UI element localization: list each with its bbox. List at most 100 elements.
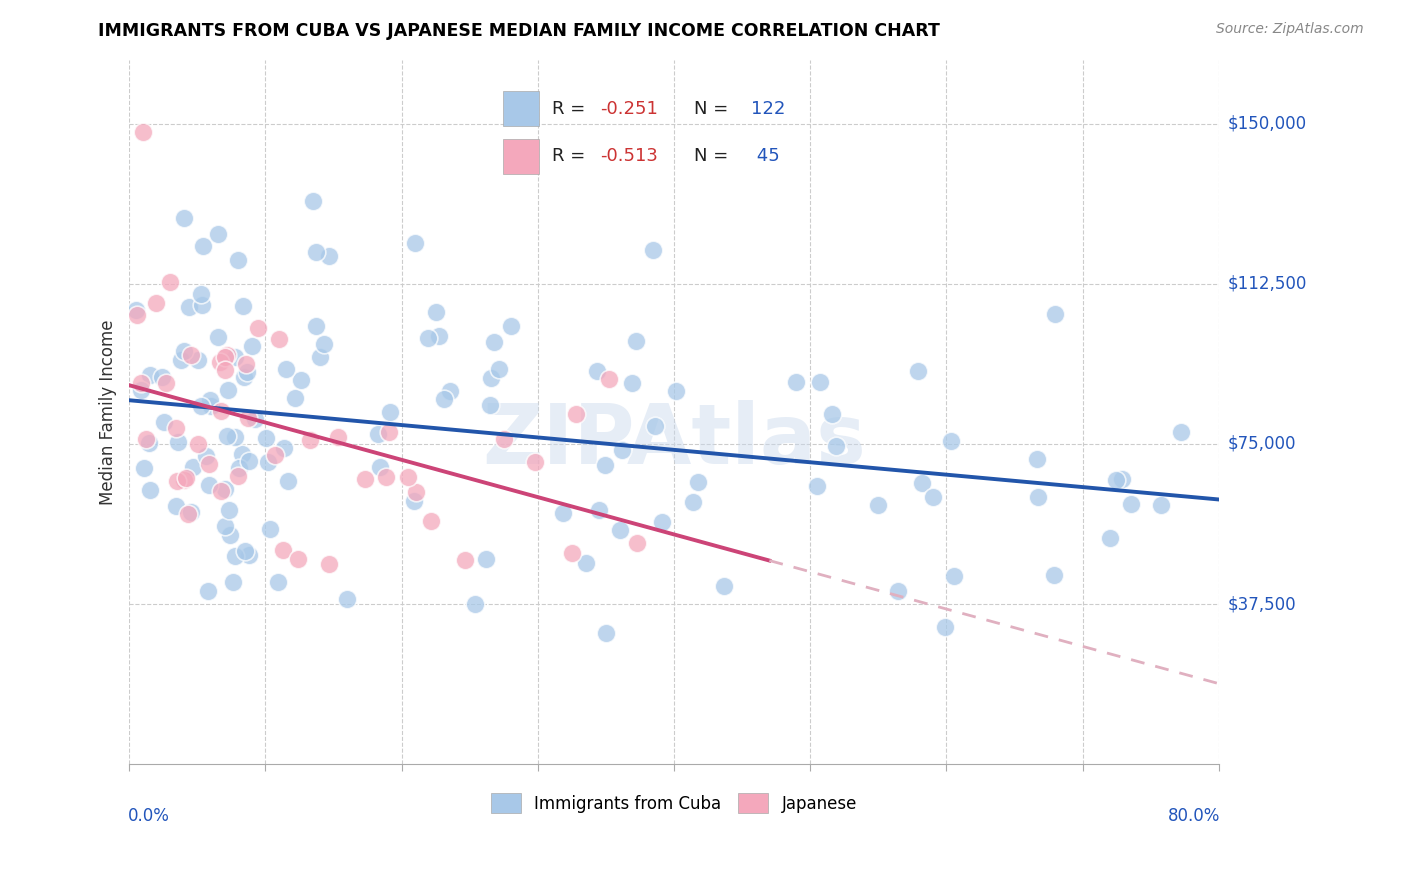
Point bbox=[565, 407, 588, 421]
Point bbox=[150, 370, 173, 384]
Point bbox=[243, 411, 266, 425]
Point bbox=[125, 309, 148, 323]
Point bbox=[238, 549, 260, 563]
Point bbox=[198, 457, 221, 471]
Point bbox=[378, 425, 401, 440]
Point bbox=[231, 447, 253, 461]
Point bbox=[194, 449, 217, 463]
Point bbox=[492, 433, 515, 447]
Point bbox=[274, 362, 297, 376]
Point bbox=[821, 408, 844, 422]
Point bbox=[139, 483, 162, 498]
Point bbox=[129, 376, 152, 390]
Point bbox=[190, 286, 212, 301]
Point bbox=[626, 536, 648, 550]
Point bbox=[488, 362, 510, 376]
Point bbox=[825, 439, 848, 453]
Point bbox=[226, 253, 249, 268]
Point bbox=[232, 299, 254, 313]
Point bbox=[145, 296, 167, 310]
Point bbox=[644, 419, 666, 434]
Point bbox=[439, 384, 461, 399]
Point bbox=[396, 470, 419, 484]
Point bbox=[209, 483, 232, 498]
Point bbox=[273, 543, 295, 558]
Point bbox=[304, 318, 326, 333]
Point bbox=[174, 471, 197, 485]
Point bbox=[226, 469, 249, 483]
Point bbox=[302, 194, 325, 208]
Point bbox=[588, 503, 610, 517]
Point bbox=[167, 434, 190, 449]
Point bbox=[806, 479, 828, 493]
Point bbox=[479, 398, 502, 412]
Point bbox=[425, 305, 447, 319]
Point bbox=[214, 350, 236, 364]
Point bbox=[233, 544, 256, 558]
Point bbox=[309, 350, 332, 364]
Point bbox=[191, 298, 214, 312]
Point bbox=[153, 415, 176, 429]
Point bbox=[454, 553, 477, 567]
Point bbox=[1105, 474, 1128, 488]
Point bbox=[375, 469, 398, 483]
Text: ZIPAtlas: ZIPAtlas bbox=[482, 400, 866, 481]
Point bbox=[298, 434, 321, 448]
Point bbox=[134, 461, 156, 475]
Point bbox=[207, 330, 229, 344]
Point bbox=[240, 339, 263, 353]
Text: $112,500: $112,500 bbox=[1227, 275, 1306, 293]
Point bbox=[868, 498, 890, 512]
Point bbox=[1170, 425, 1192, 440]
Point bbox=[159, 275, 181, 289]
Point bbox=[887, 583, 910, 598]
Point bbox=[214, 519, 236, 533]
Point bbox=[209, 355, 232, 369]
Point bbox=[200, 399, 222, 413]
Point bbox=[402, 494, 425, 508]
Point bbox=[273, 441, 295, 455]
Point bbox=[238, 454, 260, 468]
Y-axis label: Median Family Income: Median Family Income bbox=[100, 319, 117, 505]
Point bbox=[433, 392, 456, 406]
Point bbox=[934, 619, 956, 633]
Point bbox=[257, 455, 280, 469]
Text: Source: ZipAtlas.com: Source: ZipAtlas.com bbox=[1216, 22, 1364, 37]
Point bbox=[922, 490, 945, 504]
Point bbox=[179, 505, 201, 519]
Point bbox=[198, 392, 221, 407]
Point bbox=[173, 473, 195, 487]
Point bbox=[304, 245, 326, 260]
Point bbox=[165, 421, 187, 435]
Point bbox=[176, 507, 198, 521]
Point bbox=[911, 475, 934, 490]
Text: $37,500: $37,500 bbox=[1227, 595, 1296, 613]
Point bbox=[228, 461, 250, 475]
Point bbox=[939, 434, 962, 448]
Text: $150,000: $150,000 bbox=[1227, 115, 1306, 133]
Point bbox=[181, 460, 204, 475]
Point bbox=[209, 404, 232, 418]
Point bbox=[284, 391, 307, 405]
Point bbox=[197, 584, 219, 599]
Point bbox=[595, 626, 617, 640]
Point bbox=[479, 371, 502, 385]
Text: 80.0%: 80.0% bbox=[1167, 806, 1220, 824]
Point bbox=[1043, 568, 1066, 582]
Point bbox=[177, 300, 200, 314]
Point bbox=[598, 372, 620, 386]
Point bbox=[808, 375, 831, 389]
Point bbox=[1099, 531, 1122, 545]
Point bbox=[235, 357, 257, 371]
Point bbox=[267, 332, 290, 346]
Point bbox=[138, 436, 160, 450]
Point bbox=[405, 484, 427, 499]
Point bbox=[464, 597, 486, 611]
Point bbox=[267, 574, 290, 589]
Point bbox=[354, 472, 377, 486]
Point bbox=[217, 383, 239, 397]
Point bbox=[187, 436, 209, 450]
Point bbox=[215, 428, 238, 442]
Point bbox=[368, 459, 391, 474]
Point bbox=[1045, 307, 1067, 321]
